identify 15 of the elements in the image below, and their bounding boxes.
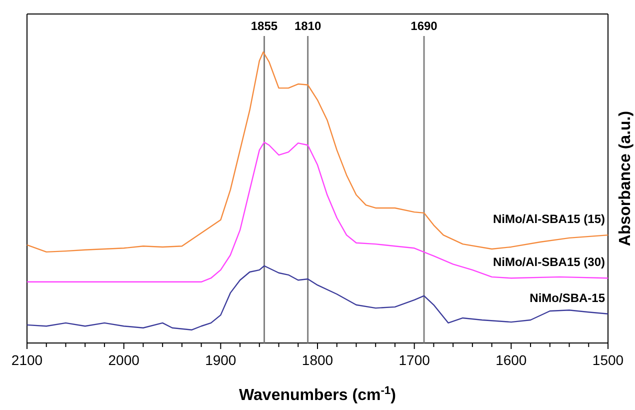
x-tick-label: 1500: [592, 352, 624, 368]
series-label: NiMo/SBA-15: [530, 290, 606, 305]
x-tick-label: 2100: [11, 352, 43, 368]
y-axis-title: Absorbance (a.u.): [617, 110, 634, 246]
x-tick-label: 1900: [205, 352, 236, 368]
x-axis-title: Wavenumbers (cm$^{-1}$): [239, 385, 396, 404]
x-tick-label: 1700: [398, 352, 430, 368]
x-tick-label: 1800: [302, 352, 334, 368]
ref-line-label: 1855: [250, 19, 278, 33]
x-tick-label: 1600: [496, 352, 527, 368]
ref-line-label: 1690: [410, 19, 438, 33]
series-label: NiMo/Al-SBA15 (30): [492, 255, 605, 270]
series-label: NiMo/Al-SBA15 (15): [492, 212, 605, 226]
ref-line-label: 1810: [294, 19, 322, 33]
x-tick-label: 2000: [108, 352, 140, 368]
